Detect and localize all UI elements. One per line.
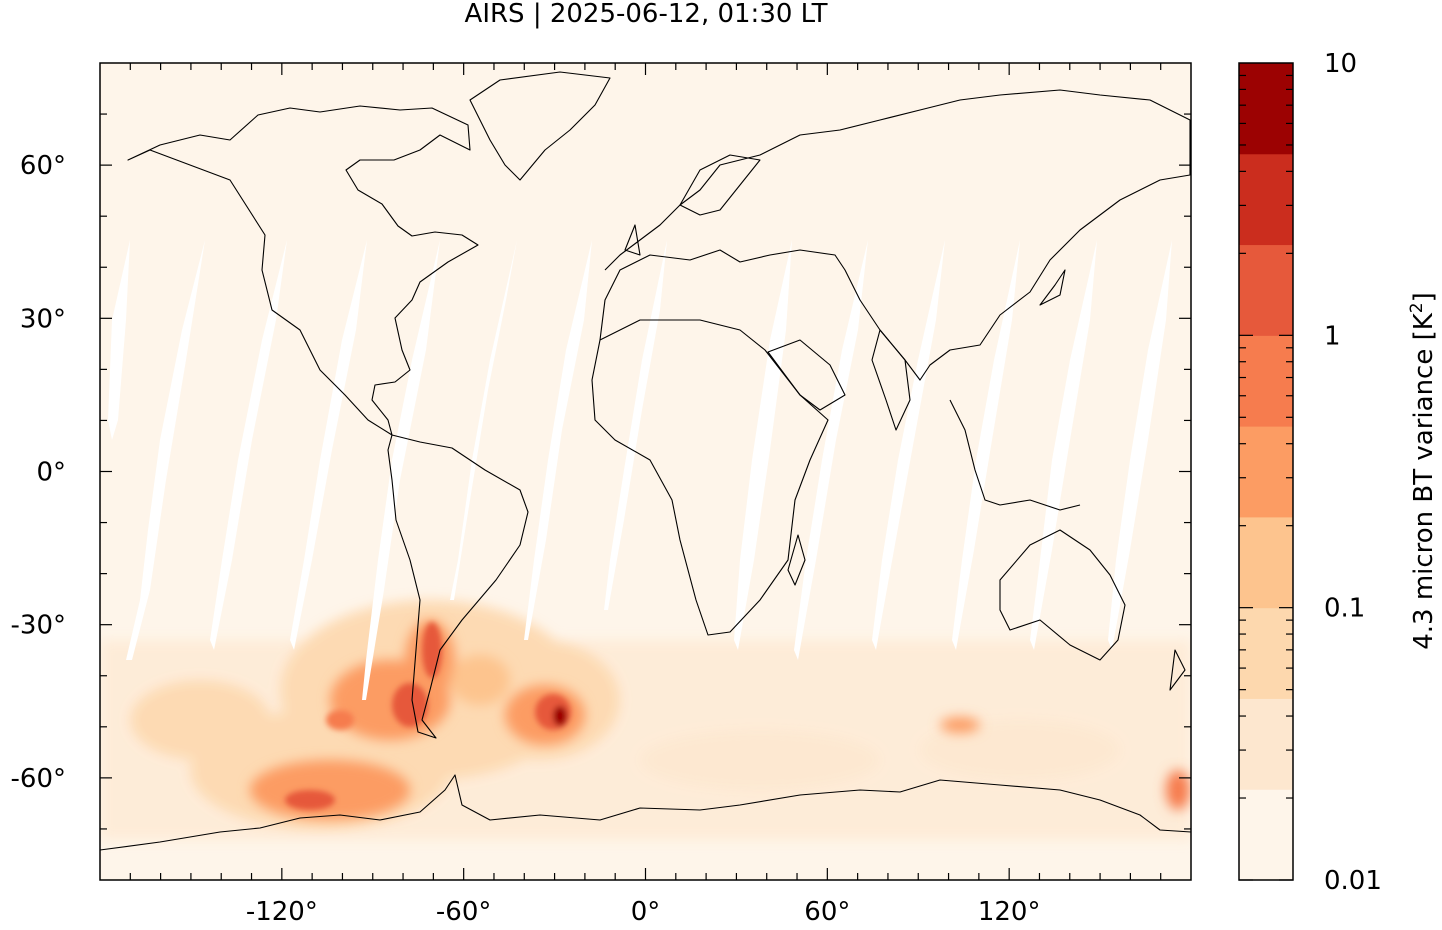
colorbar-tick-label: 10 [1324, 49, 1357, 79]
y-tick-labels: 60° 30° 0° -30° -60° [11, 151, 66, 794]
y-tick-label: 30° [20, 304, 66, 334]
x-tick-label: -60° [436, 897, 491, 927]
tick-marks [100, 63, 1191, 880]
colorbar: 10 1 0.1 0.01 4.3 micron BT variance [K2] [1238, 49, 1439, 896]
y-tick-label: -60° [11, 764, 66, 794]
colorbar-level [1239, 607, 1293, 699]
colorbar-tick-label: 0.01 [1324, 866, 1382, 896]
colorbar-tick-label: 1 [1324, 321, 1341, 351]
y-tick-label: 0° [36, 458, 66, 488]
colorbar-tick-labels: 10 1 0.1 0.01 [1324, 49, 1382, 896]
x-tick-label: 0° [631, 897, 661, 927]
map-title: AIRS | 2025-06-12, 01:30 LT [465, 0, 828, 29]
y-tick-label: -30° [11, 611, 66, 641]
colorbar-levels [1239, 63, 1293, 881]
colorbar-label-close: ] [1409, 292, 1439, 302]
colorbar-level [1239, 244, 1293, 336]
colorbar-label-superscript: 2 [1407, 302, 1427, 313]
colorbar-level [1239, 63, 1293, 155]
colorbar-label-text: 4.3 micron BT variance [K [1409, 312, 1439, 650]
x-tick-label: -120° [246, 897, 318, 927]
colorbar-level [1239, 698, 1293, 790]
map-panel: -120° -60° 0° 60° 120° 60° 30° 0° -30° -60° [11, 62, 1192, 927]
colorbar-level [1239, 153, 1293, 246]
colorbar-tick-label: 0.1 [1324, 594, 1365, 624]
colorbar-frame [1238, 62, 1294, 881]
colorbar-level [1239, 426, 1293, 518]
x-tick-label: 60° [804, 897, 850, 927]
y-tick-label: 60° [20, 151, 66, 181]
x-tick-label: 120° [978, 897, 1041, 927]
orbit-gaps [108, 240, 1172, 700]
coastlines [100, 71, 1191, 851]
x-tick-labels: -120° -60° 0° 60° 120° [246, 897, 1041, 927]
colorbar-ticks [1239, 74, 1293, 881]
colorbar-level [1239, 789, 1293, 881]
colorbar-level [1239, 516, 1293, 609]
colorbar-label: 4.3 micron BT variance [K2] [1407, 292, 1439, 650]
variance-field [100, 600, 1191, 840]
colorbar-level [1239, 335, 1293, 427]
